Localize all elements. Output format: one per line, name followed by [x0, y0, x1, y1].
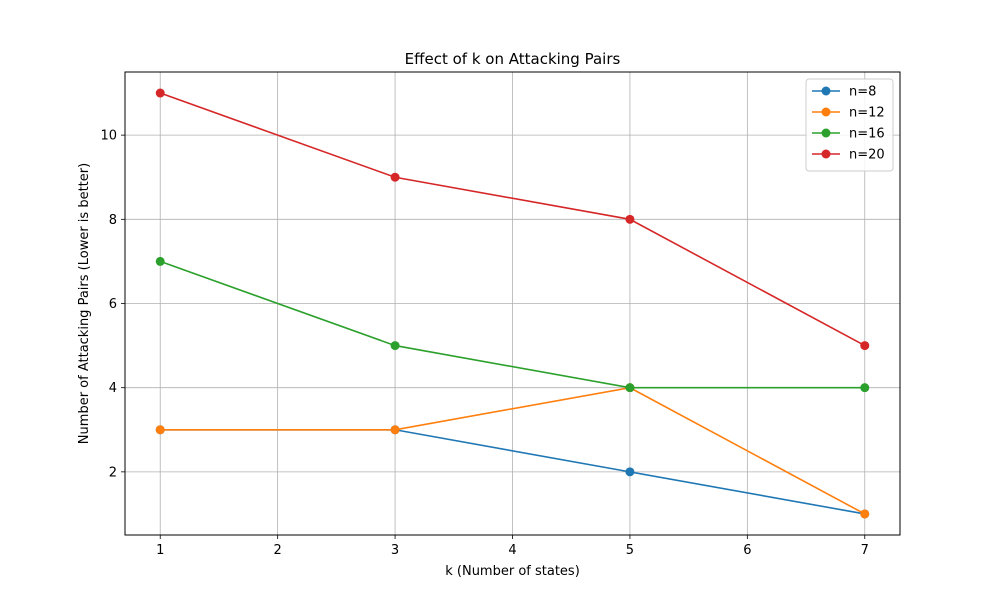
y-tick-label: 2 [109, 465, 117, 480]
legend-box [805, 78, 894, 172]
legend-item-n-20: n=20 [812, 148, 885, 163]
x-axis-label: k (Number of states) [445, 564, 580, 579]
legend-item-n-16: n=16 [812, 127, 885, 142]
series-line-n-12 [160, 386, 866, 515]
legend: n=8 n=12 n=16 n=20 [805, 78, 894, 172]
legend-swatch-marker [821, 149, 831, 159]
legend-label: n=8 [849, 85, 876, 100]
x-tick-label: 6 [743, 543, 751, 558]
data-point-n-12 [860, 509, 870, 519]
legend-swatch-marker [821, 86, 831, 96]
series-n-16 [155, 256, 870, 393]
x-axis: 1 2 3 4 5 6 7 [156, 535, 869, 558]
data-point-n-20 [155, 88, 165, 98]
data-point-n-16 [860, 383, 870, 393]
legend-label: n=16 [849, 127, 885, 142]
y-tick-label: 10 [100, 129, 117, 144]
series-line-n-16 [159, 260, 865, 389]
legend-item-n-12: n=12 [812, 106, 885, 121]
data-point-n-16 [155, 256, 165, 266]
series-line-n-20 [159, 92, 866, 347]
y-tick-label: 4 [109, 381, 117, 396]
y-axis-label: Number of Attacking Pairs (Lower is bett… [77, 163, 92, 444]
legend-label: n=12 [849, 106, 885, 121]
data-point-n-8 [625, 467, 635, 477]
y-tick-label: 8 [109, 213, 117, 228]
data-point-n-12 [155, 425, 165, 435]
data-point-n-16 [390, 341, 400, 351]
x-tick-label: 1 [156, 543, 164, 558]
chart-title: Effect of k on Attacking Pairs [405, 50, 621, 68]
x-tick-label: 4 [508, 543, 516, 558]
x-tick-label: 5 [626, 543, 634, 558]
legend-swatch-marker [821, 128, 831, 138]
data-point-n-20 [860, 341, 870, 351]
data-point-n-12 [390, 425, 400, 435]
data-point-n-20 [390, 172, 400, 182]
series-n-20 [155, 88, 870, 351]
x-tick-label: 7 [861, 543, 869, 558]
legend-swatch-marker [821, 107, 831, 117]
x-tick-label: 2 [274, 543, 282, 558]
legend-item-n-8: n=8 [812, 85, 876, 100]
y-tick-label: 6 [109, 297, 117, 312]
series-layer [155, 88, 870, 519]
legend-label: n=20 [849, 148, 885, 163]
data-point-n-16 [625, 383, 635, 393]
x-tick-label: 3 [391, 543, 399, 558]
data-point-n-20 [625, 214, 635, 224]
y-axis: 2 4 6 8 10 [100, 129, 125, 480]
grid [125, 72, 900, 535]
